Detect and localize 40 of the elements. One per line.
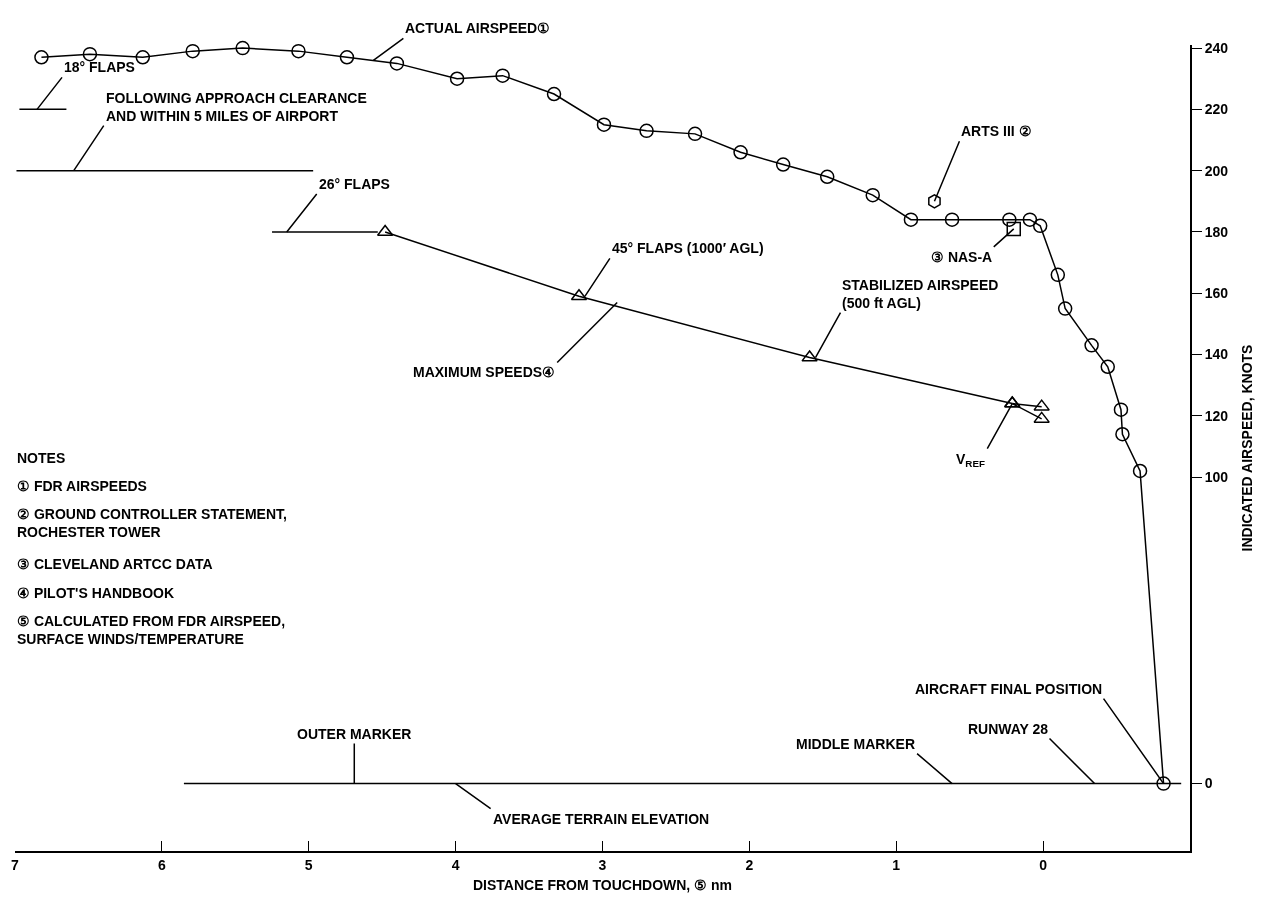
y-tick-label: 240 bbox=[1204, 39, 1229, 56]
x-tick-label: 3 bbox=[598, 856, 607, 873]
annotation: STABILIZED AIRSPEED (500 ft AGL) bbox=[842, 277, 999, 312]
y-tick-label: 160 bbox=[1204, 285, 1229, 302]
annotation: OUTER MARKER bbox=[297, 726, 412, 742]
x-tick-label: 1 bbox=[892, 856, 901, 873]
annotation: AIRCRAFT FINAL POSITION bbox=[915, 681, 1103, 697]
annotation: ⑤ CALCULATED FROM FDR AIRSPEED, SURFACE WINDS/TEMPERATURE bbox=[17, 613, 286, 648]
annotation: ② GROUND CONTROLLER STATEMENT, ROCHESTER TOWER bbox=[17, 506, 287, 541]
annotation: ACTUAL AIRSPEED① bbox=[405, 20, 551, 36]
annotation: AVERAGE TERRAIN ELEVATION bbox=[493, 811, 710, 827]
y-tick-label: 100 bbox=[1204, 469, 1229, 486]
annotation: ① FDR AIRSPEEDS bbox=[17, 478, 147, 494]
annotation: ④ PILOT'S HANDBOOK bbox=[17, 585, 175, 601]
annotation: ARTS III ② bbox=[961, 123, 1032, 139]
x-tick-label: 4 bbox=[451, 856, 460, 873]
annotation: MAXIMUM SPEEDS④ bbox=[413, 364, 556, 380]
y-tick-label: 180 bbox=[1204, 223, 1229, 240]
y-tick-label: 220 bbox=[1204, 101, 1229, 118]
annotation: V$_{REF}$ bbox=[956, 451, 985, 469]
y-tick-label: 200 bbox=[1204, 162, 1229, 179]
x-tick-label: 6 bbox=[157, 856, 166, 873]
x-tick-label: 7 bbox=[11, 856, 20, 873]
x-tick-label: 0 bbox=[1039, 856, 1048, 873]
annotation: MIDDLE MARKER bbox=[796, 736, 915, 752]
x-axis-title: DISTANCE FROM TOUCHDOWN, ⑤ nm bbox=[472, 876, 733, 893]
y-tick-label: 0 bbox=[1204, 775, 1213, 792]
annotation: 26° FLAPS bbox=[319, 176, 390, 192]
annotation: RUNWAY 28 bbox=[968, 721, 1049, 737]
x-tick-label: 5 bbox=[304, 856, 313, 873]
annotation: 18° FLAPS bbox=[64, 59, 135, 75]
y-axis-title: INDICATED AIRSPEED, KNOTS bbox=[1239, 344, 1256, 552]
annotation: ③ CLEVELAND ARTCC DATA bbox=[17, 556, 213, 572]
annotation: ③ NAS-A bbox=[931, 249, 993, 265]
x-tick-label: 2 bbox=[745, 856, 754, 873]
annotation: 45° FLAPS (1000′ AGL) bbox=[612, 240, 764, 256]
y-tick-label: 140 bbox=[1204, 346, 1229, 363]
annotation: FOLLOWING APPROACH CLEARANCE AND WITHIN 5 MILES OF AIRPORT bbox=[106, 90, 367, 125]
y-tick-label: 120 bbox=[1204, 407, 1229, 424]
annotation: NOTES bbox=[17, 450, 66, 466]
